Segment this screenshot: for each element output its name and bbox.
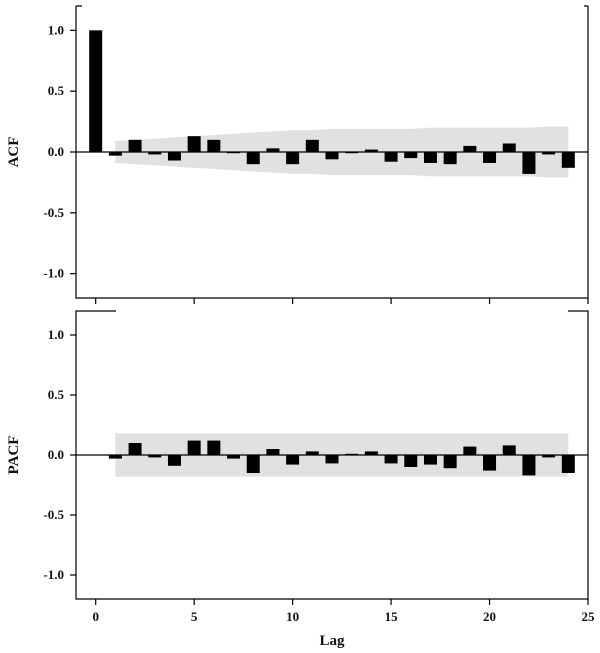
pacf-bar-lag-3 [148, 455, 162, 458]
pacf-bar-lag-7 [227, 455, 241, 459]
x-axis-title: Lag [319, 633, 345, 649]
pacf-bar-lag-12 [325, 455, 339, 464]
pacf-bar-lag-20 [483, 455, 497, 471]
acf-bar-lag-23 [542, 152, 556, 155]
pacf-frame [75, 310, 589, 600]
acf-bar-lag-10 [286, 152, 300, 165]
acf-panel: 1.0 0.5 0.0 -0.5 -1.0 ACF [6, 5, 589, 304]
xtick-label: 10 [286, 609, 299, 624]
acf-bar-lag-11 [305, 139, 319, 152]
acf-bar-lag-18 [443, 152, 457, 165]
acf-bar-lag-14 [364, 149, 378, 152]
acf-bar-lag-1 [108, 152, 122, 156]
pacf-bar-lag-13 [345, 453, 359, 455]
pacf-ytick-label: -0.5 [43, 507, 64, 522]
pacf-y-axis-title: PACF [6, 436, 22, 475]
pacf-bar-lag-17 [423, 455, 437, 465]
pacf-bar-lag-15 [384, 455, 398, 464]
acf-y-axis-title: ACF [6, 137, 22, 168]
acf-ytick-label: 0.5 [48, 83, 65, 98]
acf-y-axis: 1.0 0.5 0.0 -0.5 -1.0 [43, 22, 76, 281]
pacf-bar-lag-2 [128, 443, 142, 455]
acf-bar-lag-22 [522, 152, 536, 174]
pacf-bar-lag-6 [207, 440, 221, 455]
acf-bars [89, 30, 575, 174]
pacf-ytick-label: -1.0 [43, 567, 64, 582]
pacf-bar-lag-19 [463, 446, 477, 455]
xtick-label: 25 [582, 609, 596, 624]
pacf-bar-lag-14 [364, 451, 378, 455]
acf-bar-lag-24 [561, 152, 575, 168]
pacf-bar-lag-9 [266, 449, 280, 455]
pacf-bar-lag-24 [561, 455, 575, 473]
acf-bar-lag-15 [384, 152, 398, 162]
xtick-label: 0 [92, 609, 99, 624]
acf-bar-lag-19 [463, 145, 477, 152]
pacf-ytick-label: 0.0 [48, 447, 64, 462]
acf-ytick-label: -1.0 [43, 266, 64, 281]
acf-bar-lag-21 [502, 143, 516, 152]
acf-bar-lag-9 [266, 148, 280, 152]
acf-bar-lag-3 [148, 152, 162, 155]
pacf-bar-lag-23 [542, 455, 556, 458]
pacf-bar-lag-5 [187, 440, 201, 455]
pacf-bar-lag-18 [443, 455, 457, 469]
xtick-label: 5 [191, 609, 198, 624]
pacf-bar-lag-10 [286, 455, 300, 465]
pacf-bar-lag-11 [305, 451, 319, 455]
xtick-label: 15 [385, 609, 399, 624]
acf-bar-lag-17 [423, 152, 437, 163]
pacf-bar-lag-16 [404, 455, 418, 467]
acf-bar-lag-8 [246, 152, 260, 165]
xtick-label: 20 [483, 609, 496, 624]
pacf-bar-lag-4 [167, 455, 181, 466]
pacf-x-axis: 0 5 10 15 20 25 [92, 599, 595, 624]
acf-ytick-label: -0.5 [43, 205, 64, 220]
acf-bar-lag-7 [227, 152, 241, 154]
acf-bar-lag-5 [187, 136, 201, 152]
acf-bar-lag-16 [404, 152, 418, 159]
pacf-ytick-label: 1.0 [48, 327, 64, 342]
pacf-bar-lag-8 [246, 455, 260, 473]
acf-ytick-label: 0.0 [48, 144, 64, 159]
acf-x-ticks [95, 298, 589, 304]
acf-bar-lag-12 [325, 152, 339, 160]
acf-bar-lag-6 [207, 139, 221, 152]
pacf-bar-lag-22 [522, 455, 536, 476]
acf-bar-lag-4 [167, 152, 181, 161]
acf-bar-lag-20 [483, 152, 497, 163]
pacf-bar-lag-1 [108, 455, 122, 459]
acf-ytick-label: 1.0 [48, 22, 64, 37]
pacf-panel: 1.0 0.5 0.0 -0.5 -1.0 0 5 10 15 20 25 PACF Lag [6, 310, 595, 649]
pacf-ytick-label: 0.5 [48, 387, 65, 402]
pacf-bars [108, 440, 575, 476]
acf-bar-lag-2 [128, 139, 142, 152]
pacf-y-axis: 1.0 0.5 0.0 -0.5 -1.0 [43, 327, 76, 582]
acf-bar-lag-13 [345, 152, 359, 154]
pacf-bar-lag-21 [502, 445, 516, 455]
acf-bar-lag-0 [89, 30, 103, 152]
